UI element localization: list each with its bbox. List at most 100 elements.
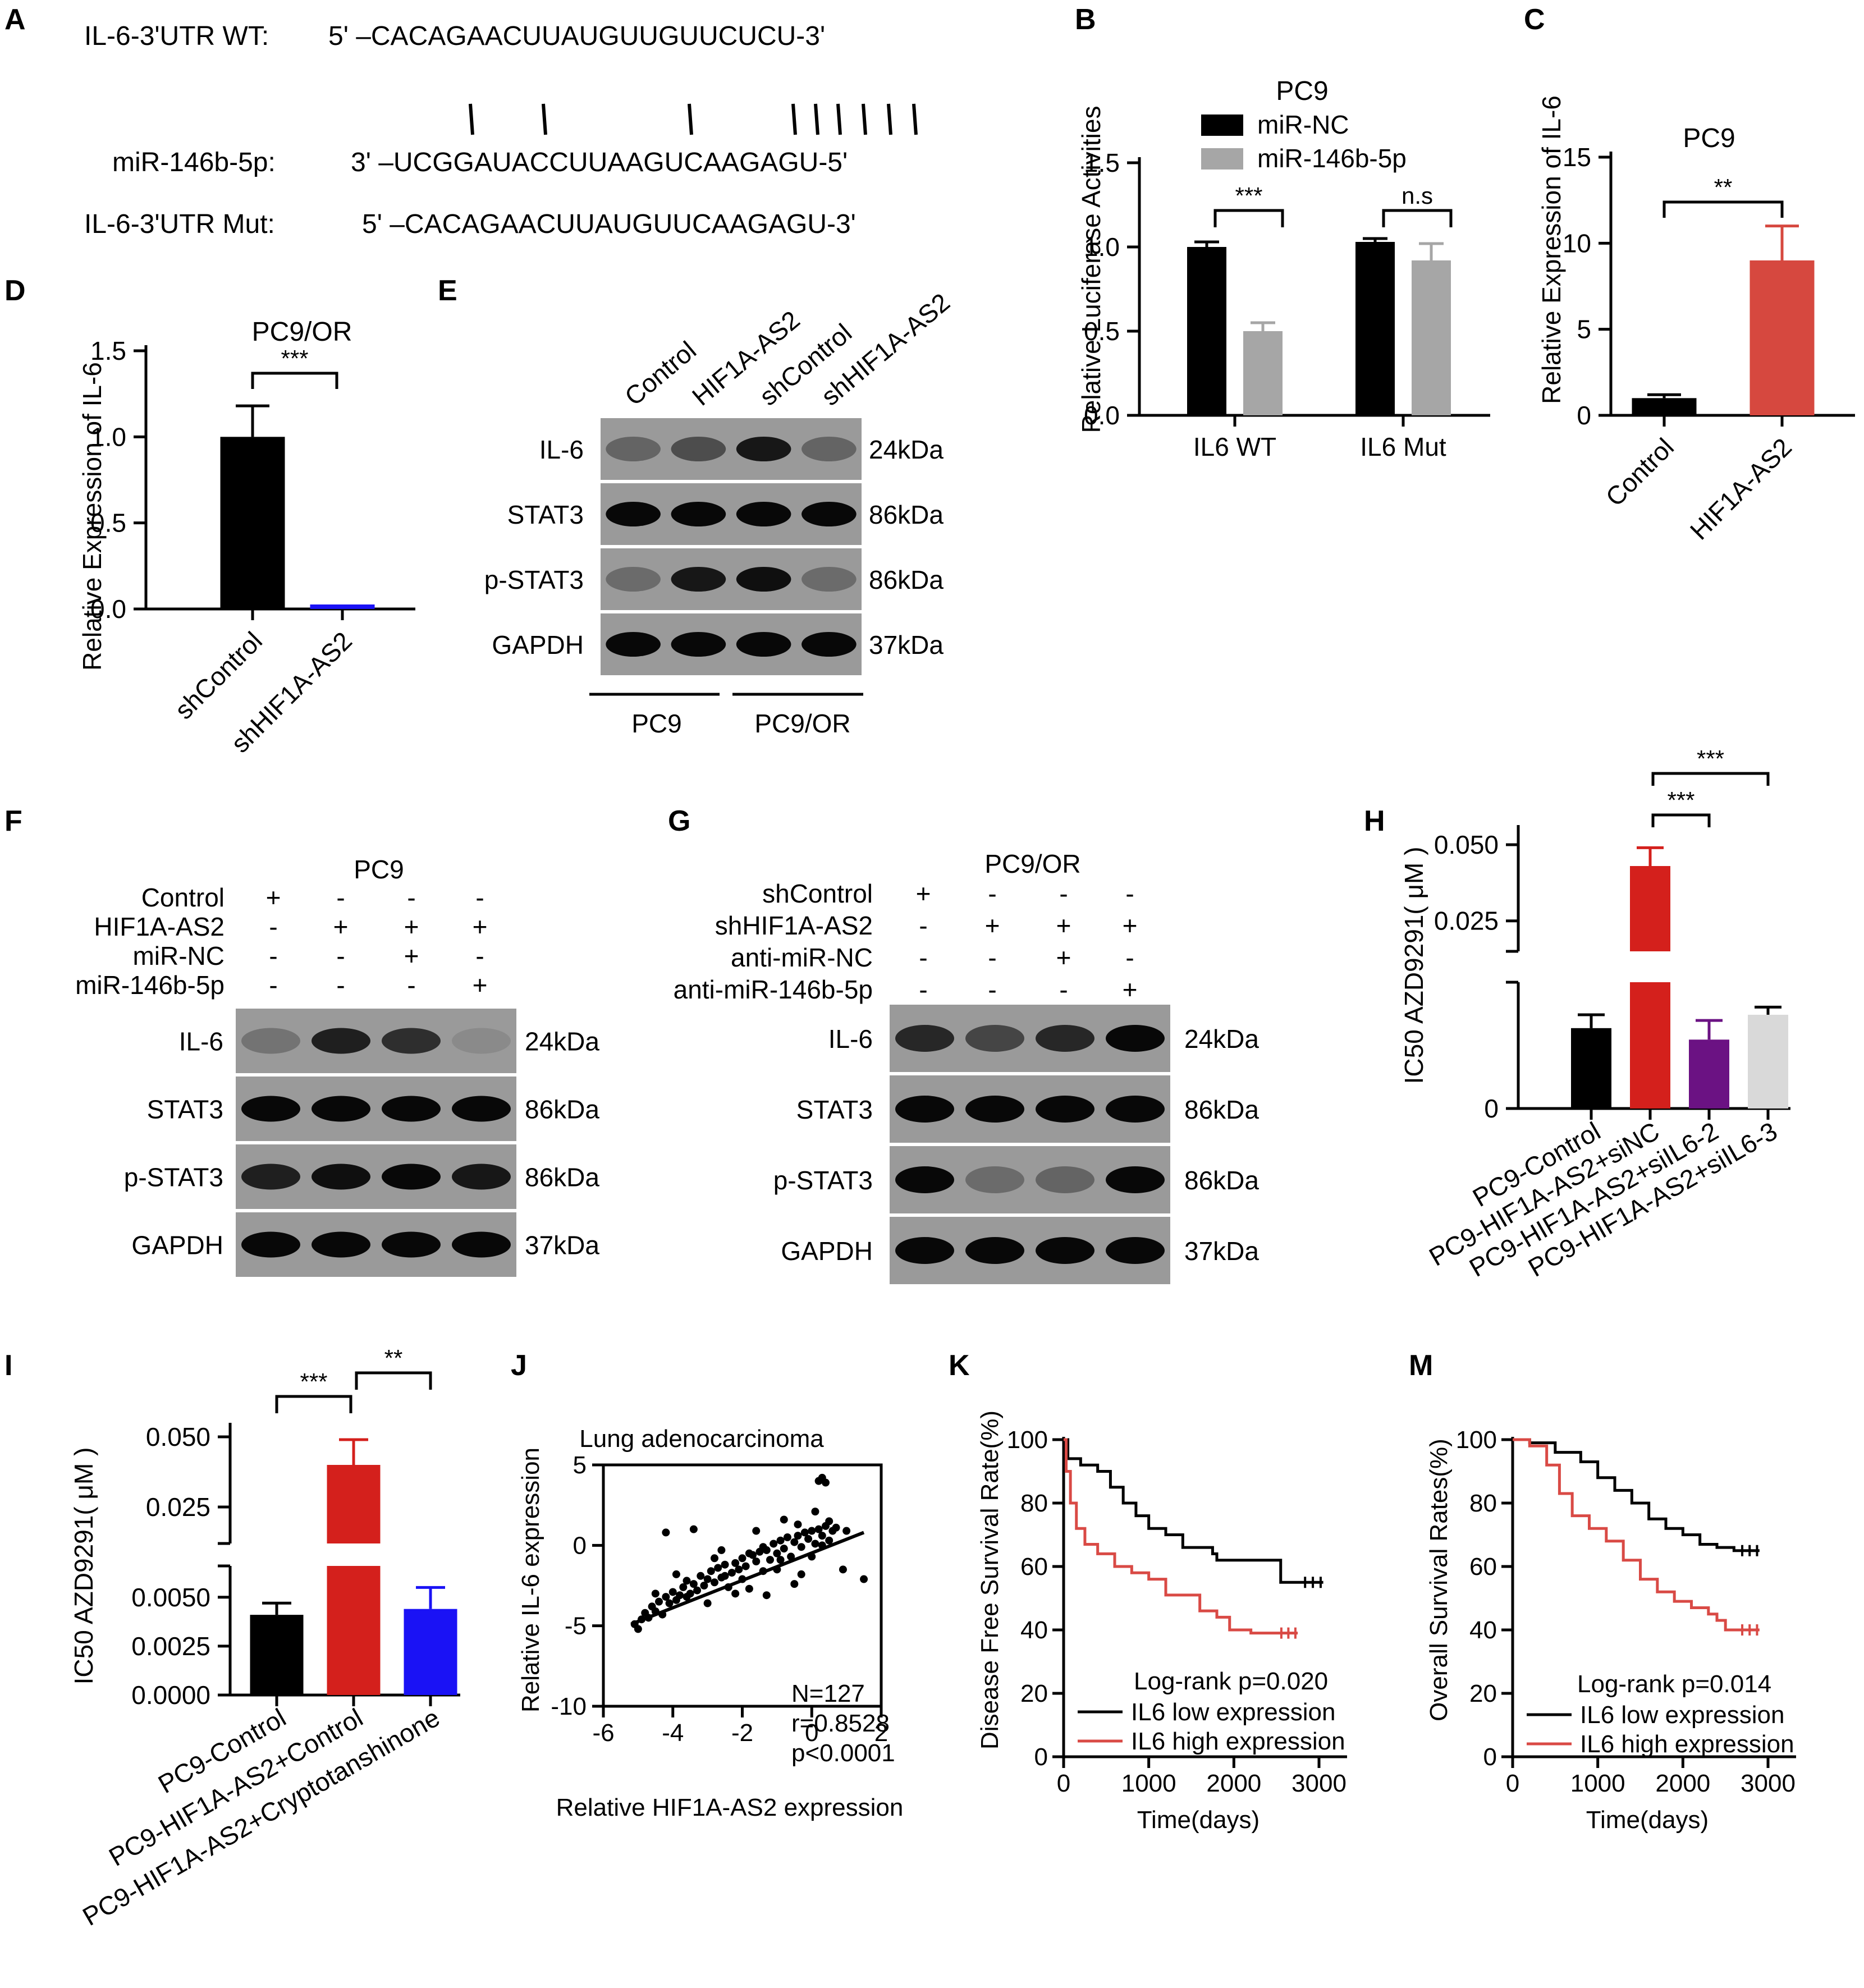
blot-band xyxy=(671,632,726,657)
survival-curve xyxy=(1513,1438,1760,1632)
panel-label-k: K xyxy=(949,1349,970,1382)
blot-band xyxy=(965,1096,1024,1123)
panel-e-western-blot: IL-6 24kDa STAT3 86kDa p-STAT3 86kDa GAPDH 37kD… xyxy=(484,287,955,738)
legend-label: miR-NC xyxy=(1257,110,1349,139)
blot-band xyxy=(1106,1166,1165,1193)
condition-sign: - xyxy=(1059,879,1068,908)
data-point xyxy=(676,1591,684,1600)
y-tick-label: 80 xyxy=(1020,1490,1048,1517)
blot-band xyxy=(606,632,661,657)
blot-size-label: 86kDa xyxy=(1184,1095,1259,1124)
significance-label: *** xyxy=(300,1368,327,1395)
data-point xyxy=(731,1590,740,1598)
survival-curve xyxy=(1513,1438,1760,1552)
data-point xyxy=(689,1580,698,1588)
x-tick-label: 3000 xyxy=(1741,1770,1796,1797)
condition-sign: + xyxy=(404,941,419,970)
seq-row-name: miR-146b-5p: xyxy=(112,148,276,177)
panel-f-western-blot: PC9 Control + - - -HIF1A-AS2- + + +miR-NC - - + -mi… xyxy=(75,855,599,1277)
condition-label: miR-NC xyxy=(132,941,225,970)
chart-title: Lung adenocarcinoma xyxy=(579,1425,824,1453)
blot-band xyxy=(382,1231,441,1258)
condition-sign: - xyxy=(988,879,996,908)
blot-row-label: IL-6 xyxy=(828,1024,873,1053)
bar xyxy=(310,604,375,609)
y-tick-label: 0 xyxy=(1484,1094,1499,1123)
blot-band xyxy=(312,1231,370,1258)
condition-label: Control xyxy=(141,883,225,912)
panel-label-f: F xyxy=(4,805,22,837)
panel-i-chart: IC50 AZD9291( μM ) 0.0000 0.0025 0.0050 0.0… xyxy=(69,1345,460,1931)
condition-sign: + xyxy=(1056,911,1071,940)
blot-row-label: GAPDH xyxy=(131,1231,223,1260)
blot-band xyxy=(312,1028,370,1054)
blot-title: PC9/OR xyxy=(984,849,1080,878)
bar xyxy=(1748,1014,1788,1108)
blot-band xyxy=(895,1237,954,1264)
condition-sign: - xyxy=(988,975,996,1004)
blot-band xyxy=(802,437,857,461)
panel-label-m: M xyxy=(1409,1349,1433,1382)
data-point xyxy=(711,1554,718,1563)
data-point xyxy=(697,1572,705,1580)
significance-bracket xyxy=(355,1371,432,1390)
blot-band xyxy=(241,1164,300,1190)
y-tick-label: 0.050 xyxy=(146,1422,210,1451)
condition-label: anti-miR-146b-5p xyxy=(674,975,873,1004)
data-point xyxy=(759,1543,767,1551)
x-tick-label: 3000 xyxy=(1291,1770,1347,1797)
y-tick-label: 0 xyxy=(1034,1743,1048,1771)
y-tick-label: 0.5 xyxy=(1084,317,1120,346)
y-tick-label: 60 xyxy=(1020,1553,1048,1581)
data-point xyxy=(745,1549,753,1558)
seq-row-seq: 5' –CACAGAACUUAUGUUGUUCUCU-3' xyxy=(328,21,825,51)
blot-band xyxy=(736,567,791,592)
blot-band xyxy=(241,1028,300,1054)
blot-row-label: GAPDH xyxy=(492,630,584,659)
legend-label: IL6 low expression xyxy=(1580,1701,1784,1729)
data-point xyxy=(662,1593,670,1601)
y-axis-label: Relative Expression of IL-6 xyxy=(1537,95,1566,404)
y-tick-label: 0.0050 xyxy=(131,1583,210,1612)
blot-size-label: 37kDa xyxy=(869,630,944,659)
data-point xyxy=(808,1527,816,1535)
blot-row-label: STAT3 xyxy=(147,1095,223,1124)
blot-band xyxy=(1106,1025,1165,1052)
bar xyxy=(1355,242,1395,415)
chart-title: PC9 xyxy=(1683,123,1735,153)
data-point xyxy=(703,1599,712,1607)
data-point xyxy=(825,1517,833,1526)
data-point xyxy=(711,1578,718,1587)
legend-swatch xyxy=(1201,114,1243,136)
bar xyxy=(1630,866,1670,951)
panel-h-chart: IC50 AZD9291( μM ) 00.0250.050PC9-Contro… xyxy=(1399,745,1790,1282)
y-tick-label: 1.5 xyxy=(1084,148,1120,177)
data-point xyxy=(860,1575,868,1583)
data-point xyxy=(794,1532,802,1540)
blot-band xyxy=(452,1096,511,1122)
bar xyxy=(220,437,285,609)
y-axis-label: IC50 AZD9291( μM ) xyxy=(69,1448,98,1685)
panel-label-g: G xyxy=(668,805,690,837)
data-point xyxy=(780,1515,788,1524)
blot-band xyxy=(382,1096,441,1122)
blot-group-label: PC9/OR xyxy=(754,709,850,738)
panel-a-sequences: IL-6-3'UTR WT: 5' –CACAGAACUUAUGUUGUUCUC… xyxy=(84,21,918,239)
bar-lower-segment xyxy=(1630,982,1670,1108)
y-axis-label: Relative IL-6 expression xyxy=(517,1448,544,1712)
blot-lane-label: Control xyxy=(619,336,702,411)
y-tick-label: 1.0 xyxy=(1084,232,1120,262)
y-tick-label: 0.0 xyxy=(1084,401,1120,430)
data-point xyxy=(752,1527,761,1535)
condition-label: miR-146b-5p xyxy=(75,970,225,1000)
bar xyxy=(404,1609,457,1695)
condition-sign: - xyxy=(919,911,927,940)
x-tick-label: 0 xyxy=(805,1719,818,1747)
pairing-lines xyxy=(469,103,918,135)
condition-label: shHIF1A-AS2 xyxy=(715,911,873,940)
condition-label: shControl xyxy=(762,879,873,908)
data-point xyxy=(679,1583,688,1591)
blot-band xyxy=(802,632,857,657)
x-tick-label: 1000 xyxy=(1570,1770,1625,1797)
x-tick-label: IL6 WT xyxy=(1193,432,1276,461)
